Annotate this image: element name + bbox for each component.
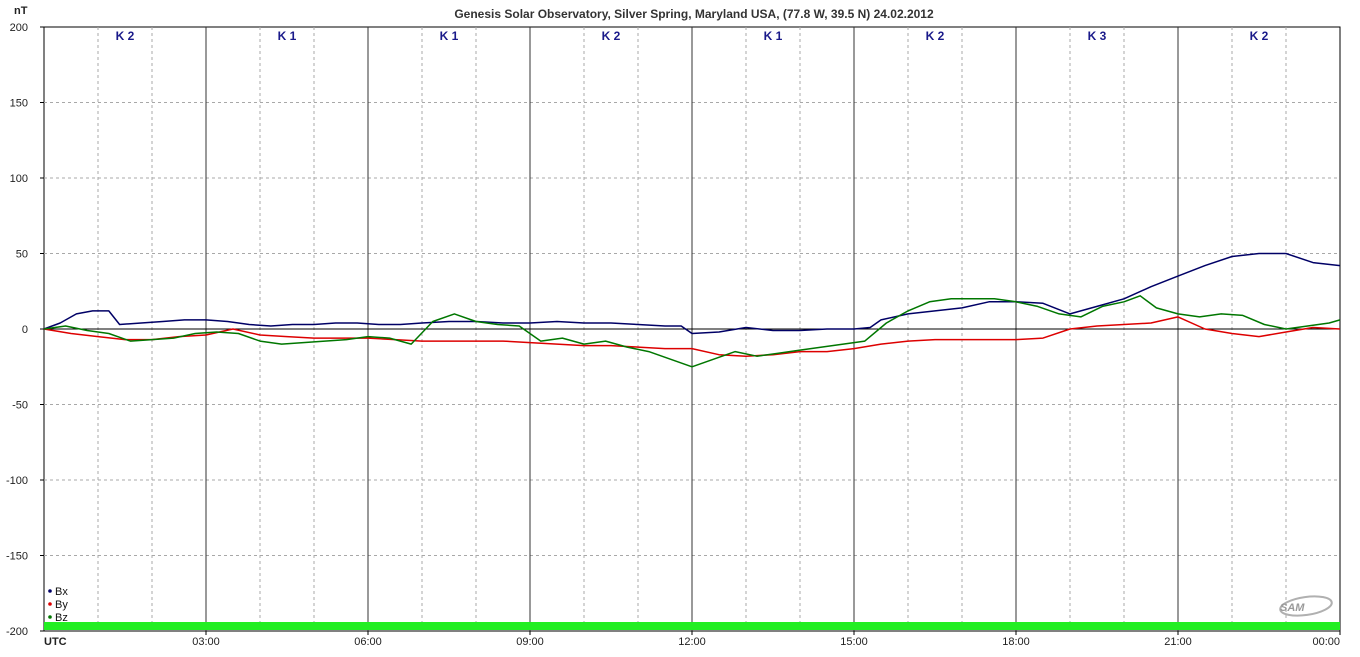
legend-label: Bx	[55, 586, 68, 598]
legend-label: By	[55, 599, 68, 611]
status-bar	[44, 622, 1340, 630]
series-lines	[43, 252, 1341, 368]
k-index-label: K 2	[602, 29, 621, 43]
chart-title: Genesis Solar Observatory, Silver Spring…	[454, 7, 934, 21]
y-tick-label: 50	[16, 249, 28, 261]
x-tick-label: 12:00	[678, 636, 706, 648]
k-index-label: K 2	[1250, 29, 1269, 43]
x-tick-label: 15:00	[840, 636, 868, 648]
k-index-label: K 2	[116, 29, 135, 43]
series-line-bz	[43, 295, 1341, 368]
y-tick-label: 150	[10, 98, 28, 110]
k-index-row: K 2 K 1 K 1 K 2 K 1 K 2 K 3 K 2	[116, 29, 1269, 43]
series-line-by	[43, 316, 1341, 357]
x-tick-label: 03:00	[192, 636, 220, 648]
k-index-label: K 3	[1088, 29, 1107, 43]
logo-text: SAM	[1280, 602, 1305, 614]
k-index-label: K 1	[764, 29, 783, 43]
x-tick-label: 21:00	[1164, 636, 1192, 648]
y-axis: 200 150 100 50 0 -50 -100 -150 -200	[6, 22, 44, 638]
x-tick-label: 18:00	[1002, 636, 1030, 648]
y-tick-label: -100	[6, 475, 28, 487]
x-tick-label: 00:00	[1312, 636, 1340, 648]
legend-marker	[48, 602, 52, 606]
legend-marker	[48, 589, 52, 593]
k-index-label: K 2	[926, 29, 945, 43]
y-tick-label: -50	[12, 400, 28, 412]
legend-marker	[48, 615, 52, 619]
x-axis-label: UTC	[44, 636, 67, 648]
y-tick-label: -200	[6, 626, 28, 638]
legend-label: Bz	[55, 612, 68, 624]
x-axis: 03:00 06:00 09:00 12:00 15:00 18:00 21:00 00:00	[192, 631, 1341, 648]
x-tick-label: 09:00	[516, 636, 544, 648]
x-tick-label: 06:00	[354, 636, 382, 648]
sam-logo: SAM	[1279, 595, 1333, 617]
y-tick-label: 200	[10, 22, 28, 34]
k-index-label: K 1	[278, 29, 297, 43]
y-tick-label: 100	[10, 173, 28, 185]
k-index-label: K 1	[440, 29, 459, 43]
y-tick-label: 0	[22, 324, 28, 336]
y-axis-unit: nT	[14, 5, 28, 17]
series-line-bx	[43, 252, 1341, 335]
y-tick-label: -150	[6, 551, 28, 563]
